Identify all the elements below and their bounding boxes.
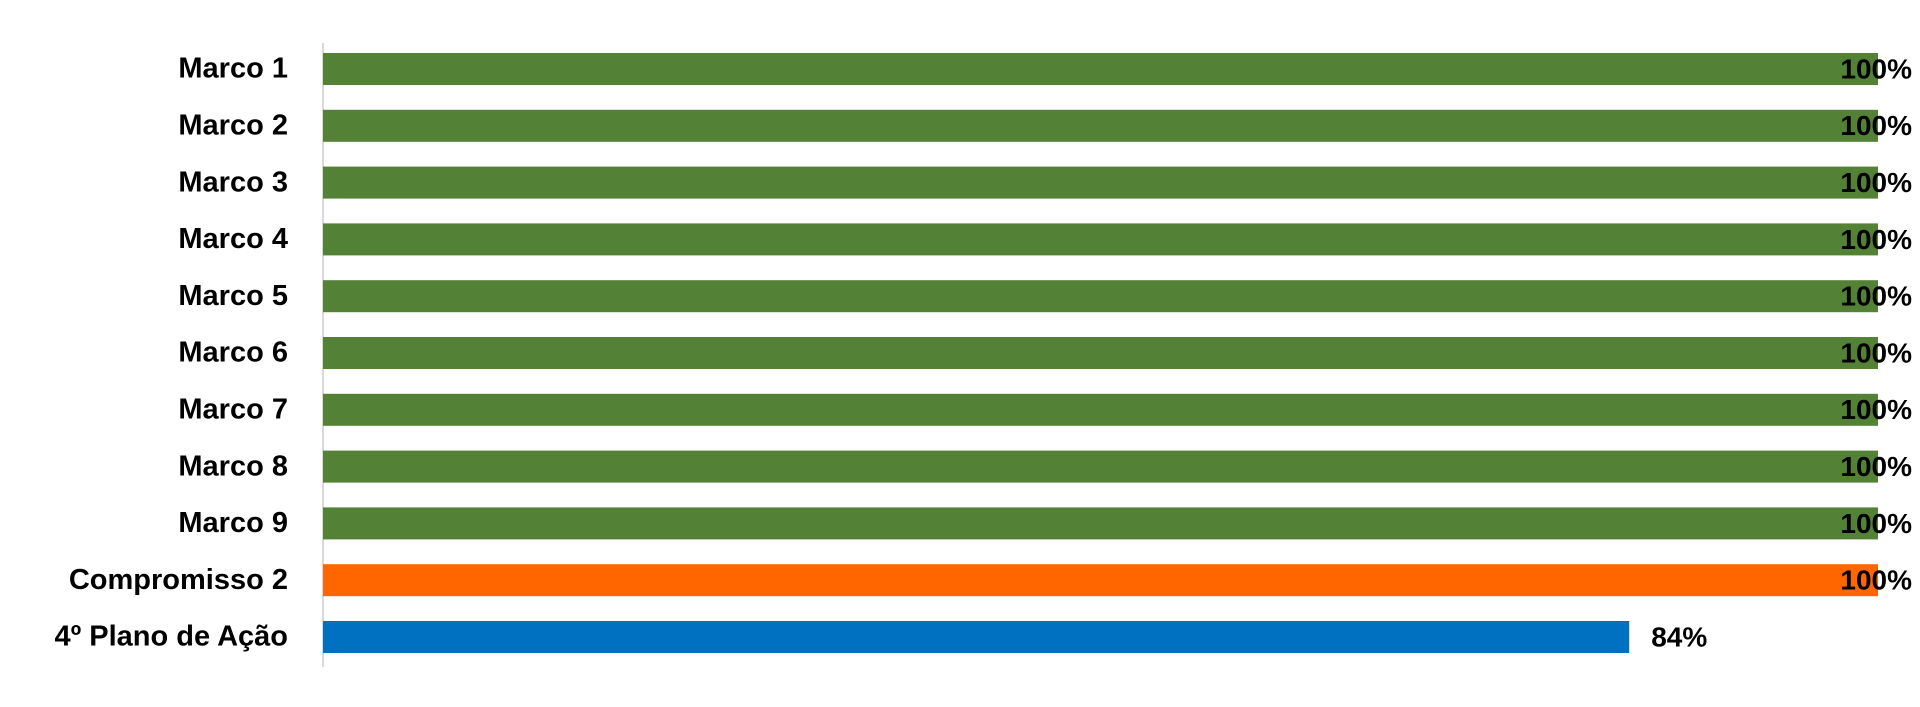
value-label: 100% bbox=[1840, 110, 1912, 141]
value-label: 100% bbox=[1840, 565, 1912, 596]
category-label: Marco 2 bbox=[178, 109, 288, 141]
category-label: Marco 7 bbox=[178, 393, 288, 425]
bar bbox=[323, 53, 1878, 85]
bar bbox=[323, 223, 1878, 256]
bar bbox=[323, 564, 1878, 597]
value-label: 100% bbox=[1840, 167, 1912, 198]
category-label: Marco 5 bbox=[178, 280, 288, 312]
category-label: 4º Plano de Ação bbox=[54, 621, 288, 653]
category-label: Marco 9 bbox=[178, 507, 288, 539]
bar bbox=[323, 450, 1878, 483]
bar bbox=[323, 621, 1630, 653]
bar bbox=[323, 507, 1878, 540]
category-label: Compromisso 2 bbox=[69, 564, 288, 596]
category-label: Marco 8 bbox=[178, 450, 288, 482]
bar bbox=[323, 166, 1878, 199]
value-label: 100% bbox=[1840, 224, 1912, 255]
value-label: 100% bbox=[1840, 451, 1912, 482]
bar bbox=[323, 393, 1878, 426]
category-label: Marco 1 bbox=[178, 53, 288, 85]
value-label: 100% bbox=[1840, 53, 1912, 84]
category-label: Marco 6 bbox=[178, 337, 288, 369]
value-label: 100% bbox=[1840, 337, 1912, 368]
category-label: Marco 4 bbox=[178, 223, 288, 255]
value-label: 100% bbox=[1840, 281, 1912, 312]
bar bbox=[323, 109, 1878, 142]
value-label: 100% bbox=[1840, 508, 1912, 539]
category-label: Marco 3 bbox=[178, 166, 288, 198]
value-label: 84% bbox=[1651, 621, 1707, 652]
bar bbox=[323, 337, 1878, 369]
value-label: 100% bbox=[1840, 394, 1912, 425]
bar bbox=[323, 280, 1878, 313]
